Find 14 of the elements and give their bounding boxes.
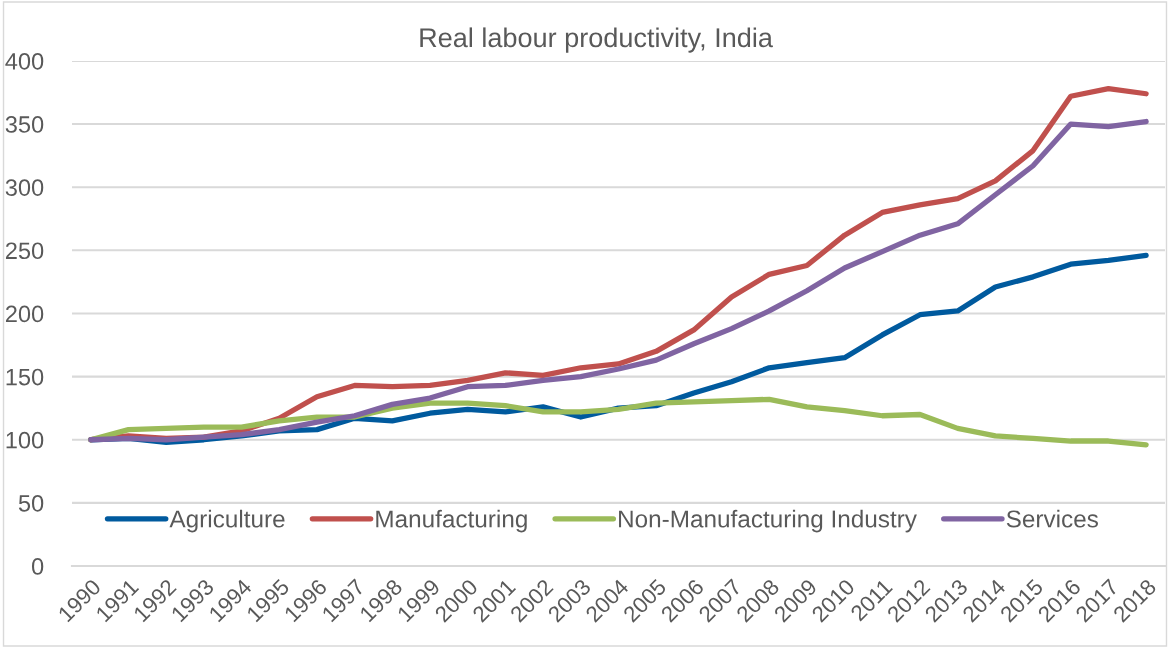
chart-title: Real labour productivity, India	[420, 27, 773, 53]
legend-label: Manufacturing	[376, 509, 527, 533]
y-tick-label: 300	[5, 179, 44, 196]
y-tick-label: 350	[5, 116, 44, 133]
legend-label: Non-Manufacturing Industry	[619, 509, 917, 533]
y-tick-label: 50	[18, 494, 44, 512]
y-tick-label: 200	[5, 305, 44, 323]
y-tick-label: 250	[5, 242, 44, 260]
legend-label: Services	[1006, 509, 1098, 528]
legend-label: Agriculture	[169, 509, 285, 533]
y-tick-label: 150	[6, 368, 44, 386]
y-tick-label: 0	[31, 558, 44, 575]
y-tick-label: 100	[6, 431, 44, 449]
y-tick-label: 400	[5, 52, 44, 70]
